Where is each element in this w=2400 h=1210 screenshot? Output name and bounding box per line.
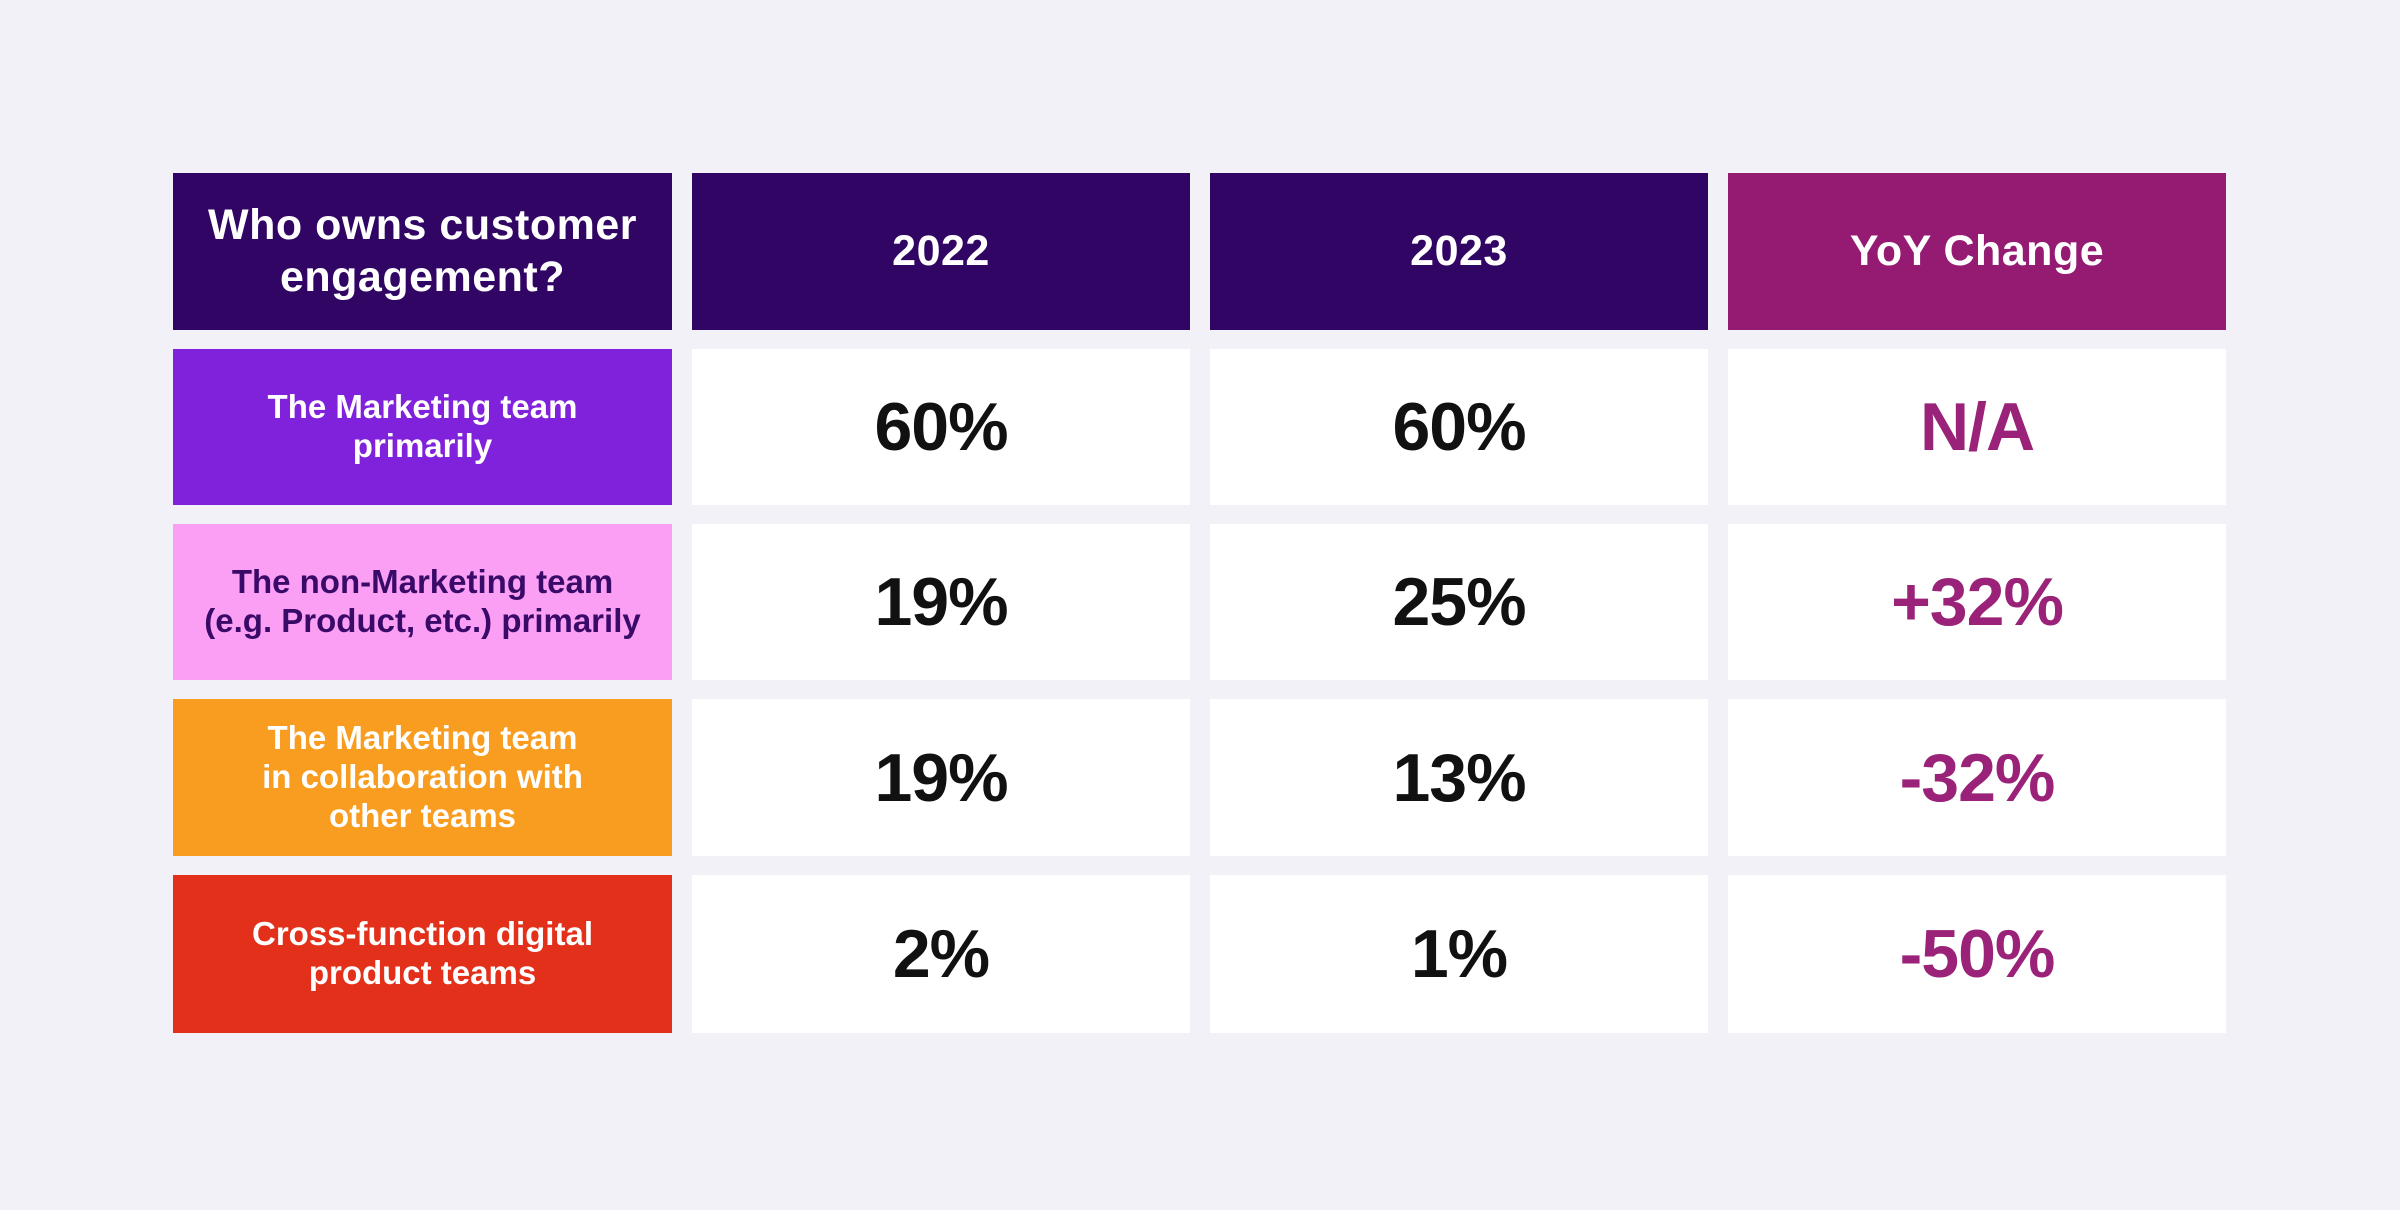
value-text: 2% bbox=[892, 916, 990, 992]
value-text: N/A bbox=[1919, 389, 2035, 465]
row-label-line: Cross-function digital bbox=[252, 915, 593, 953]
value-text: -50% bbox=[1899, 916, 2056, 992]
header-2023-label: 2023 bbox=[1410, 226, 1508, 275]
value-yoy-non-marketing: +32% bbox=[1728, 524, 2226, 680]
value-text: +32% bbox=[1891, 564, 2064, 640]
row-label-line: in collaboration with bbox=[262, 758, 583, 796]
value-yoy-cross-function: -50% bbox=[1728, 875, 2226, 1033]
row-label-line: The non-Marketing team bbox=[231, 563, 614, 601]
value-2023-marketing-collaboration: 13% bbox=[1210, 699, 1708, 856]
header-question-line-1: Who owns customer bbox=[208, 200, 637, 249]
value-text: 60% bbox=[1392, 389, 1526, 465]
value-2023-non-marketing: 25% bbox=[1210, 524, 1708, 680]
engagement-ownership-table: Who owns customer engagement? 2022 2023 … bbox=[173, 173, 2226, 1033]
value-2022-marketing-primarily: 60% bbox=[692, 349, 1190, 505]
row-label-non-marketing: The non-Marketing team (e.g. Product, et… bbox=[173, 524, 672, 680]
header-yoy-cell: YoY Change bbox=[1728, 173, 2226, 330]
header-2023-cell: 2023 bbox=[1210, 173, 1708, 330]
value-2022-marketing-collaboration: 19% bbox=[692, 699, 1190, 856]
row-label-cross-function: Cross-function digital product teams bbox=[173, 875, 672, 1033]
row-label-line: (e.g. Product, etc.) primarily bbox=[204, 602, 641, 639]
value-text: 25% bbox=[1392, 564, 1526, 640]
header-question-line-2: engagement? bbox=[279, 252, 566, 301]
value-yoy-marketing-primarily: N/A bbox=[1728, 349, 2226, 505]
row-label-line: product teams bbox=[308, 954, 537, 991]
value-text: 1% bbox=[1410, 916, 1508, 992]
row-label-line: The Marketing team bbox=[267, 388, 578, 426]
value-2023-cross-function: 1% bbox=[1210, 875, 1708, 1033]
value-text: -32% bbox=[1899, 739, 2056, 816]
header-2022-label: 2022 bbox=[892, 226, 990, 275]
value-text: 13% bbox=[1392, 739, 1526, 816]
value-text: 19% bbox=[874, 564, 1008, 640]
value-2023-marketing-primarily: 60% bbox=[1210, 349, 1708, 505]
header-question-cell: Who owns customer engagement? bbox=[173, 173, 672, 330]
value-yoy-marketing-collaboration: -32% bbox=[1728, 699, 2226, 856]
value-text: 19% bbox=[874, 739, 1008, 816]
row-label-marketing-collaboration: The Marketing team in collaboration with… bbox=[173, 699, 672, 856]
row-label-line: primarily bbox=[352, 427, 493, 464]
value-text: 60% bbox=[874, 389, 1008, 465]
row-label-line: The Marketing team bbox=[267, 719, 578, 757]
value-2022-cross-function: 2% bbox=[692, 875, 1190, 1033]
header-2022-cell: 2022 bbox=[692, 173, 1190, 330]
row-label-marketing-primarily: The Marketing team primarily bbox=[173, 349, 672, 505]
header-yoy-label: YoY Change bbox=[1849, 226, 2105, 275]
row-label-line: other teams bbox=[328, 796, 517, 834]
value-2022-non-marketing: 19% bbox=[692, 524, 1190, 680]
